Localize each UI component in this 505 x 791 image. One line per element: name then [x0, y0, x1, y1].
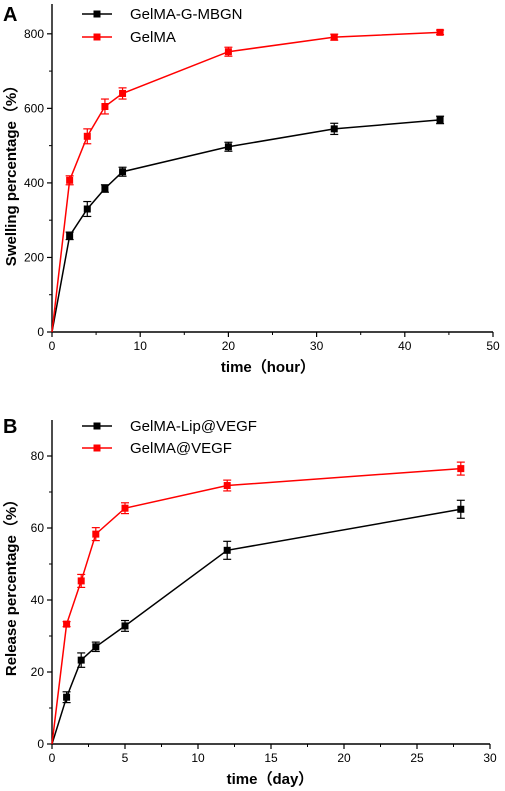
panel-b-legend-marker: [93, 444, 101, 452]
panel-a-legend-marker: [93, 33, 101, 41]
panel-b-x-tick-label: 0: [49, 751, 56, 765]
panel-a-data-point: [436, 28, 444, 36]
panel-b-y-tick-label: 40: [31, 593, 45, 607]
panel-a-x-axis-title: time（hour）: [221, 358, 315, 376]
panel-b-x-tick-label: 10: [191, 751, 205, 765]
panel-a-legend-label: GelMA: [130, 29, 176, 46]
panel-a-y-tick-label: 0: [37, 325, 44, 339]
panel-a-legend-label: GelMA-G-MBGN: [130, 6, 243, 23]
panel-b-x-tick-label: 5: [122, 751, 129, 765]
panel-a-data-point: [101, 103, 109, 110]
panel-b-series-line-gelma-lip-vegf: [51, 508, 461, 745]
panel-a-y-tick-label: 200: [24, 250, 44, 264]
panel-a-plot-area: 0 10 20 30 40 50 0 200 400 600 800 GelMA-G-MBGN GelM…: [24, 4, 500, 353]
panel-b-data-point: [457, 505, 465, 513]
panel-a-x-tick-label: 50: [486, 339, 500, 353]
panel-b-series-line-gelma-vegf: [51, 467, 461, 745]
panel-a-x-tick-label: 20: [222, 339, 236, 353]
panel-a-data-point: [119, 89, 127, 97]
panel-b-y-axis-title: Release percentage（%）: [2, 492, 20, 676]
panel-a-x-tick-label: 0: [49, 339, 56, 353]
panel-a-data-point: [436, 116, 444, 124]
panel-a-x-tick-label: 10: [134, 339, 148, 353]
panel-b-data-point: [63, 693, 71, 701]
panel-b-data-point: [92, 643, 100, 651]
panel-b-data-point: [63, 620, 71, 628]
panel-a-data-point: [66, 232, 74, 240]
panel-a-data-point: [119, 168, 127, 176]
panel-b-x-tick-label: 30: [483, 751, 497, 765]
panel-b-x-tick-label: 20: [337, 751, 351, 765]
panel-b-y-tick-label: 80: [31, 449, 45, 463]
panel-a-data-point: [83, 205, 91, 213]
panel-a-y-tick-label: 600: [24, 101, 44, 115]
panel-a-letter: A: [3, 4, 17, 26]
panel-b-data-point: [223, 482, 231, 490]
panel-a-y-tick-label: 400: [24, 176, 44, 190]
panel-b-data-point: [121, 622, 129, 630]
panel-b-chart: B time（day） Release percentage（%） 0 5 10 15…: [2, 416, 497, 788]
panel-a-data-point: [101, 185, 109, 192]
panel-a-data-point: [330, 33, 338, 41]
panel-b-legend-label: GelMA@VEGF: [130, 440, 232, 457]
panel-b-y-tick-label: 0: [37, 737, 44, 751]
panel-a-data-point: [224, 48, 232, 56]
panel-b-y-tick-label: 60: [31, 521, 45, 535]
panel-a-data-point: [224, 143, 232, 151]
panel-a-data-point: [330, 125, 338, 133]
panel-b-data-point: [457, 465, 465, 473]
panel-b-y-tick-label: 20: [31, 665, 45, 679]
panel-a-x-tick-label: 40: [398, 339, 412, 353]
panel-a-data-point: [66, 176, 74, 184]
panel-a-y-axis-title: Swelling percentage（%）: [2, 78, 20, 266]
panel-b-letter: B: [3, 416, 17, 438]
panel-b-legend-label: GelMA-Lip@VEGF: [130, 418, 257, 435]
panel-a-chart: A time（hour） Swelling percentage（%） 0 10 2…: [2, 4, 500, 376]
panel-b-x-axis-title: time（day）: [227, 770, 314, 788]
panel-b-data-point: [121, 504, 129, 512]
panel-a-series-line-gelma-g-mbgn: [51, 119, 441, 333]
panel-a-y-tick-label: 800: [24, 27, 44, 41]
panel-b-x-tick-label: 15: [264, 751, 278, 765]
panel-a-x-tick-label: 30: [310, 339, 324, 353]
panel-a-legend-marker: [93, 10, 101, 18]
panel-b-plot-area: 0 5 10 15 20 25 30 0 20 40 60 80 GelMA-Lip@VEGF GelMA…: [31, 418, 497, 765]
panel-a-data-point: [83, 132, 91, 140]
panel-b-data-point: [223, 546, 231, 554]
panel-b-data-point: [77, 577, 85, 585]
panel-b-x-tick-label: 25: [410, 751, 424, 765]
panel-b-data-point: [77, 656, 85, 664]
panel-a-series-line-gelma: [51, 31, 441, 333]
panel-b-data-point: [92, 530, 100, 538]
panel-b-legend-marker: [93, 422, 101, 430]
